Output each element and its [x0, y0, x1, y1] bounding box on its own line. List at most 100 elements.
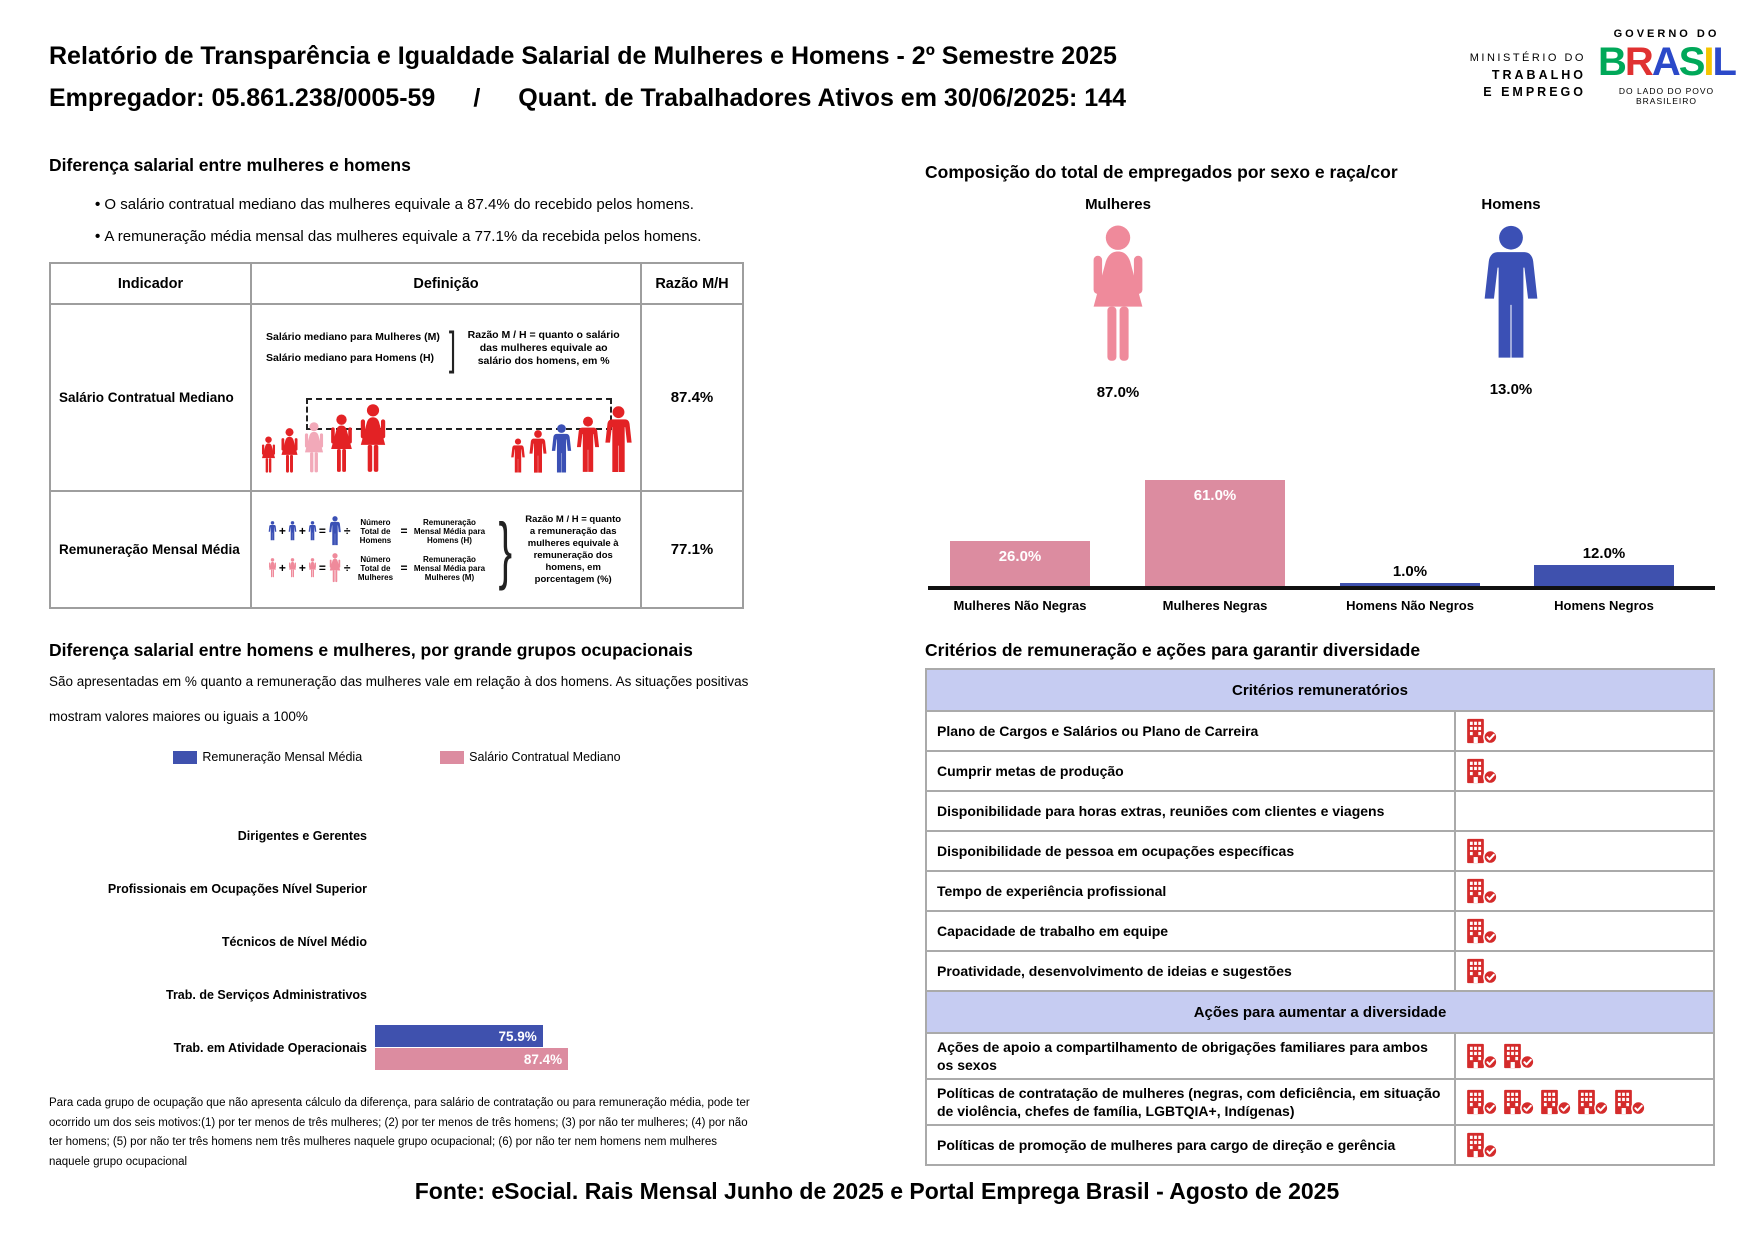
bar-mulheres-negras: 61.0%	[1145, 479, 1285, 586]
separator: /	[473, 84, 481, 112]
occupational-bar-chart: Dirigentes e Gerentes Profissionais em O…	[49, 810, 745, 1075]
legend-mean-salary: Remuneração Mensal Média	[173, 750, 362, 764]
building-check-icon	[1540, 1089, 1572, 1115]
man-figure-icon	[1480, 225, 1542, 362]
bullet-mean-salary: A remuneração média mensal das mulheres …	[95, 228, 701, 245]
source-footer: Fonte: eSocial. Rais Mensal Junho de 202…	[414, 1178, 1340, 1204]
women-label: Mulheres	[1085, 196, 1151, 213]
building-check-icon	[1466, 878, 1498, 904]
criteria-row: Tempo de experiência profissional	[927, 872, 1715, 912]
criteria-row: Disponibilidade para horas extras, reuni…	[927, 792, 1715, 832]
occ-row-profissionais: Profissionais em Ocupações Nível Superio…	[107, 882, 367, 896]
population-pictogram	[260, 394, 634, 474]
composition-bar-chart: 26.0% Mulheres Não Negras 61.0% Mulheres…	[928, 428, 1715, 628]
man-figure-icon	[308, 521, 317, 541]
building-check-icon	[1466, 1132, 1498, 1158]
bar-category-label: Mulheres Negras	[1162, 598, 1268, 613]
col-header-definicao: Definição	[252, 264, 642, 305]
bar-mean-salary: 75.9%	[375, 1025, 543, 1047]
men-group	[510, 406, 634, 474]
section-title-composition: Composição do total de empregados por se…	[925, 162, 1398, 182]
men-label: Homens	[1481, 196, 1541, 213]
criteria-row: Proatividade, desenvolvimento de ideias …	[927, 952, 1715, 992]
median-dashed-line	[306, 398, 612, 430]
page-title: Relatório de Transparência e Igualdade S…	[49, 42, 1117, 70]
median-women-label: Salário mediano para Mulheres (M)	[266, 331, 440, 343]
bar-category-label: Mulheres Não Negras	[953, 598, 1087, 613]
col-header-indicador: Indicador	[51, 264, 252, 305]
man-figure-icon	[288, 521, 297, 541]
man-figure-icon	[510, 438, 526, 474]
man-figure-icon	[528, 430, 548, 474]
section-title-salary-diff: Diferença salarial entre mulheres e home…	[49, 155, 411, 175]
ratio-definition-note: Razão M / H = quanto o salário das mulhe…	[467, 328, 620, 367]
woman-figure-icon	[288, 558, 297, 578]
building-check-icon	[1466, 718, 1498, 744]
women-formula: + + = ÷ Número Total de Mulheres = Remun…	[268, 553, 490, 583]
criteria-table: Critérios remuneratórios Plano de Cargos…	[925, 668, 1715, 1166]
building-check-icon	[1466, 1043, 1498, 1069]
col-header-razao: Razão M/H	[642, 264, 744, 305]
definition-mean-salary: + + = ÷ Número Total de Homens = Remuner…	[252, 492, 642, 609]
men-formula: + + = ÷ Número Total de Homens = Remuner…	[268, 516, 490, 546]
building-check-icon	[1466, 838, 1498, 864]
criteria-row: Ações de apoio a compartilhamento de obr…	[927, 1034, 1715, 1080]
man-figure-icon	[268, 521, 277, 541]
bar-value-label: 12.0%	[1582, 545, 1626, 563]
median-men-label: Salário mediano para Homens (H)	[266, 352, 435, 364]
occ-row-dirigentes: Dirigentes e Gerentes	[237, 829, 367, 843]
woman-figure-icon	[308, 558, 317, 578]
bar-slot-mulheres-negras: 61.0% Mulheres Negras	[1145, 428, 1285, 628]
bar-value-label: 61.0%	[1193, 486, 1237, 504]
section-title-occupational: Diferença salarial entre homens e mulher…	[49, 640, 693, 660]
man-figure-icon	[603, 406, 634, 474]
bar-value-label: 26.0%	[998, 547, 1042, 565]
bracket-glyph: ]	[448, 322, 456, 374]
indicator-median-salary: Salário Contratual Mediano	[51, 305, 252, 492]
woman-figure-icon	[268, 558, 277, 578]
brace-glyph: }	[499, 507, 513, 591]
man-figure-icon	[328, 516, 342, 546]
building-check-icon	[1503, 1089, 1535, 1115]
indicator-mean-salary: Remuneração Mensal Média	[51, 492, 252, 609]
legend-median-salary: Salário Contratual Mediano	[440, 750, 621, 764]
criteria-subheader-remuneratorios: Critérios remuneratórios	[927, 670, 1715, 712]
section-title-criteria: Critérios de remuneração e ações para ga…	[925, 640, 1421, 660]
criteria-row: Disponibilidade de pessoa em ocupações e…	[927, 832, 1715, 872]
woman-figure-icon	[260, 436, 277, 474]
bar-homens-negros: 12.0%	[1534, 545, 1674, 586]
active-workers: Quant. de Trabalhadores Ativos em 30/06/…	[518, 84, 1126, 112]
bar-slot-homens-negros: 12.0% Homens Negros	[1534, 428, 1674, 628]
criteria-row: Políticas de contratação de mulheres (ne…	[927, 1080, 1715, 1126]
woman-figure-icon	[357, 404, 389, 474]
pictogram-women: Mulheres 87.0%	[1033, 196, 1203, 401]
criteria-subheader-diversidade: Ações para aumentar a diversidade	[927, 992, 1715, 1034]
woman-figure-icon	[328, 553, 342, 583]
ratio-median-salary: 87.4%	[642, 305, 744, 492]
indicator-table: Indicador Definição Razão M/H Salário Co…	[49, 262, 744, 609]
occupational-footnote: Para cada grupo de ocupação que não apre…	[49, 1097, 750, 1168]
pictogram-men: Homens 13.0%	[1426, 196, 1596, 398]
occupational-legend: Remuneração Mensal Média Salário Contrat…	[49, 750, 745, 764]
employer-id: Empregador: 05.861.238/0005-59	[49, 84, 436, 112]
women-group	[260, 404, 389, 474]
bar-category-label: Homens Não Negros	[1346, 598, 1474, 613]
building-check-icon	[1466, 758, 1498, 784]
occ-row-tecnicos: Técnicos de Nível Médio	[221, 935, 367, 949]
bar-value-label: 75.9%	[498, 1028, 537, 1044]
occ-row-operacionais: Trab. em Atividade Operacionais 75.9% 87…	[49, 1022, 745, 1075]
x-axis-line	[928, 586, 1715, 590]
occ-row-administrativos: Trab. de Serviços Administrativos	[166, 988, 367, 1002]
ratio-definition-note: Razão M / H = quanto a remuneração das m…	[525, 513, 622, 585]
bullet-median-salary: O salário contratual mediano das mulhere…	[95, 196, 694, 213]
definition-median-salary: Salário mediano para Mulheres (M) Salári…	[252, 305, 642, 492]
empty-icon-cell	[1456, 792, 1715, 832]
ministry-logo: MINISTÉRIO DO TRABALHO E EMPREGO	[1469, 52, 1586, 99]
women-percentage: 87.0%	[1096, 384, 1140, 401]
man-figure-icon	[575, 416, 601, 474]
woman-figure-icon	[1086, 225, 1150, 365]
criteria-row: Capacidade de trabalho em equipe	[927, 912, 1715, 952]
bar-value-label: 1.0%	[1392, 563, 1428, 580]
bar-mulheres-nao-negras: 26.0%	[950, 540, 1090, 586]
